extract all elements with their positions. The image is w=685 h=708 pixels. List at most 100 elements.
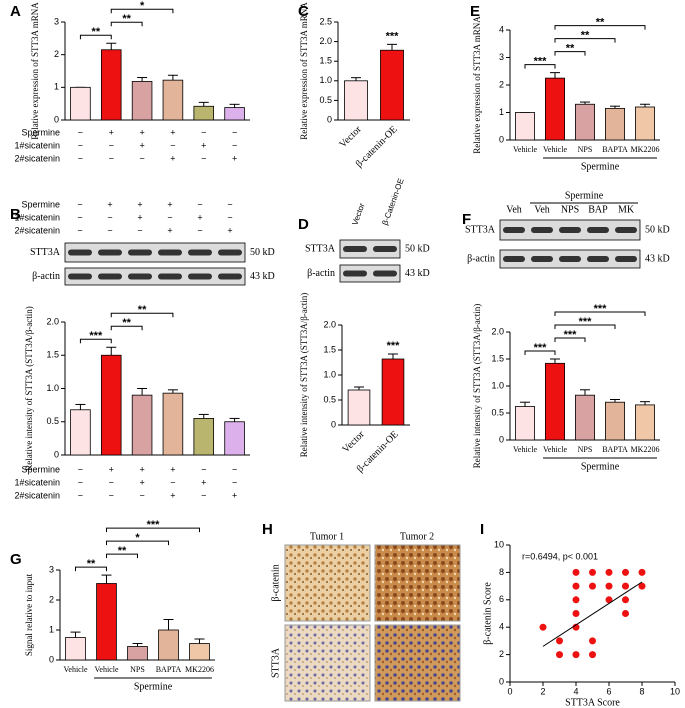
condition-sign: − <box>109 140 114 150</box>
y-tick-label: 2 <box>499 79 504 89</box>
blot-band <box>503 227 525 233</box>
row-label: β-catenin <box>270 564 281 601</box>
bar <box>131 81 153 121</box>
blot-band <box>98 249 122 256</box>
y-tick-label: 10 <box>494 539 504 549</box>
group-label: Spermine <box>581 161 620 172</box>
y-tick-label: 1.0 <box>46 383 59 393</box>
y-tick-label: 0 <box>331 419 336 429</box>
y-axis-label: Relative intensity of STT3A (STT3A/β-act… <box>472 304 482 469</box>
x-tick-label: 6 <box>606 686 611 696</box>
axes <box>509 545 675 683</box>
band-size: 43 kD <box>250 271 275 282</box>
band-label: β-actin <box>467 253 495 264</box>
band-size: 50 kD <box>250 247 275 258</box>
condition-label: 1#sicatenin <box>14 140 60 150</box>
y-tick-label: 2 <box>49 594 54 604</box>
bar <box>347 389 371 426</box>
significance-label: ** <box>581 30 590 42</box>
condition-sign: − <box>167 212 172 222</box>
y-tick-label: 1 <box>499 107 504 117</box>
x-tick-label: Vehicle <box>543 145 567 154</box>
point <box>572 568 580 576</box>
significance-label: ** <box>138 304 147 316</box>
blot-band <box>559 227 581 233</box>
y-tick-label: 0.5 <box>323 394 336 404</box>
blot-band <box>373 246 397 252</box>
y-tick-label: 0 <box>54 449 59 459</box>
condition-sign: − <box>227 199 232 209</box>
y-axis-label: Relative expression of STT3A mRNA <box>299 2 309 140</box>
condition-label: Spermine <box>21 464 60 474</box>
condition-sign: − <box>77 212 82 222</box>
x-tick-label: Vehicle <box>95 665 119 674</box>
band-size: 50 kD <box>405 243 430 254</box>
bar <box>193 418 215 456</box>
blot-band <box>615 256 637 262</box>
x-tick-label: MK2206 <box>631 445 660 454</box>
point <box>605 582 613 590</box>
condition-sign: − <box>78 477 83 487</box>
significance-label: ** <box>596 17 605 29</box>
x-tick-label: 10 <box>670 686 680 696</box>
condition-sign: + <box>139 477 144 487</box>
condition-label: 1#sicatenin <box>14 477 60 487</box>
lane-label: β-Catenin-OE <box>380 177 405 226</box>
y-tick-label: 0 <box>327 114 332 124</box>
panel-letter: F <box>462 211 471 228</box>
condition-sign: − <box>227 212 232 222</box>
significance-label: *** <box>564 329 578 341</box>
condition-sign: + <box>227 225 232 235</box>
bar <box>96 583 117 661</box>
significance-label: ** <box>122 13 131 25</box>
y-tick-label: 0 <box>54 114 59 124</box>
blot-band <box>531 256 553 262</box>
bar <box>189 643 210 661</box>
condition-sign: + <box>170 464 175 474</box>
significance-bracket <box>110 325 143 331</box>
y-tick-label: 2.0 <box>323 319 336 329</box>
condition-sign: − <box>201 490 206 500</box>
condition-label: 1#sicatenin <box>14 212 60 222</box>
y-axis-label: Relative expression of STT3A mRNA <box>472 16 482 154</box>
condition-label: 2#sicatenin <box>14 225 60 235</box>
bar <box>515 406 536 441</box>
condition-sign: + <box>137 212 142 222</box>
y-tick-label: 0.5 <box>491 407 504 417</box>
significance-label: ** <box>118 545 127 557</box>
blot-band <box>587 227 609 233</box>
condition-sign: + <box>107 199 112 209</box>
bar <box>127 646 148 661</box>
column-label: Tumor 1 <box>310 531 344 542</box>
bar <box>162 79 184 121</box>
condition-sign: − <box>107 225 112 235</box>
condition-sign: − <box>77 225 82 235</box>
point <box>638 568 646 576</box>
lane-label: Vector <box>350 202 366 227</box>
trend-line <box>542 581 643 647</box>
condition-sign: − <box>201 127 206 137</box>
condition-sign: − <box>137 225 142 235</box>
bar <box>65 637 86 661</box>
y-tick-label: 3 <box>499 52 504 62</box>
condition-sign: − <box>201 153 206 163</box>
y-tick-label: 1.5 <box>323 344 336 354</box>
bar <box>545 362 566 441</box>
point <box>622 610 629 617</box>
condition-sign: − <box>197 199 202 209</box>
x-tick-label: BAPTA <box>156 665 182 674</box>
group-label: Spermine <box>134 681 173 692</box>
bar <box>380 49 404 121</box>
significance-label: *** <box>147 519 161 531</box>
condition-sign: − <box>232 140 237 150</box>
condition-sign: − <box>109 153 114 163</box>
point <box>622 568 629 576</box>
condition-sign: − <box>78 140 83 150</box>
condition-label: Spermine <box>21 199 60 209</box>
y-tick-label: 1.0 <box>491 380 504 390</box>
condition-sign: − <box>232 464 237 474</box>
y-tick-label: 2.0 <box>46 316 59 326</box>
y-tick-label: 2.0 <box>491 326 504 336</box>
x-tick-label: BAPTA <box>602 145 628 154</box>
significance-label: *** <box>594 303 608 315</box>
